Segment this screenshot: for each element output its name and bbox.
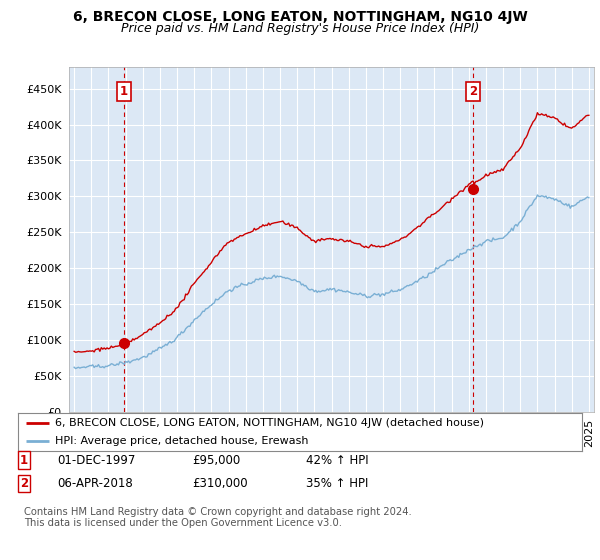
Text: Contains HM Land Registry data © Crown copyright and database right 2024.
This d: Contains HM Land Registry data © Crown c…	[24, 507, 412, 529]
Text: 6, BRECON CLOSE, LONG EATON, NOTTINGHAM, NG10 4JW (detached house): 6, BRECON CLOSE, LONG EATON, NOTTINGHAM,…	[55, 418, 484, 428]
Text: HPI: Average price, detached house, Erewash: HPI: Average price, detached house, Erew…	[55, 436, 308, 446]
Text: 1: 1	[20, 454, 28, 466]
Text: 2: 2	[20, 477, 28, 490]
Text: £310,000: £310,000	[192, 477, 248, 490]
Text: 01-DEC-1997: 01-DEC-1997	[57, 454, 136, 466]
Text: 2: 2	[469, 85, 478, 98]
Text: 42% ↑ HPI: 42% ↑ HPI	[306, 454, 368, 466]
Text: 6, BRECON CLOSE, LONG EATON, NOTTINGHAM, NG10 4JW: 6, BRECON CLOSE, LONG EATON, NOTTINGHAM,…	[73, 10, 527, 24]
Text: £95,000: £95,000	[192, 454, 240, 466]
Text: 06-APR-2018: 06-APR-2018	[57, 477, 133, 490]
Text: Price paid vs. HM Land Registry's House Price Index (HPI): Price paid vs. HM Land Registry's House …	[121, 22, 479, 35]
Text: 1: 1	[120, 85, 128, 98]
Text: 35% ↑ HPI: 35% ↑ HPI	[306, 477, 368, 490]
